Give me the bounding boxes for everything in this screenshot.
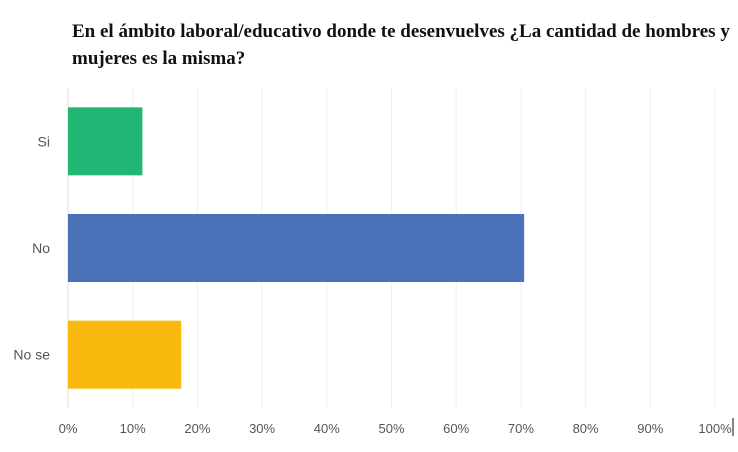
x-tick-label: 80% [573, 421, 599, 436]
category-labels: Si No No se [13, 133, 50, 362]
category-label: No se [13, 347, 50, 363]
x-tick-label: 90% [637, 421, 663, 436]
x-tick-label: 70% [508, 421, 534, 436]
x-tick-label: 10% [120, 421, 146, 436]
bar-si [68, 107, 143, 176]
x-tick-label: 0% [59, 421, 78, 436]
category-label: Si [38, 133, 50, 149]
x-tick-label: 100% [698, 421, 732, 436]
x-tick-label: 50% [378, 421, 404, 436]
bars [68, 107, 525, 389]
bar-no-se [68, 320, 182, 389]
x-tick-label: 20% [184, 421, 210, 436]
chart-title: En el ámbito laboral/educativo donde te … [72, 21, 730, 69]
x-tick-label: 40% [314, 421, 340, 436]
category-label: No [32, 240, 50, 256]
x-tick-label: 60% [443, 421, 469, 436]
x-axis-ticks: 0% 10% 20% 30% 40% 50% 60% 70% 80% 90% 100% [59, 421, 732, 436]
bar-no [68, 214, 525, 282]
x-tick-label: 30% [249, 421, 275, 436]
